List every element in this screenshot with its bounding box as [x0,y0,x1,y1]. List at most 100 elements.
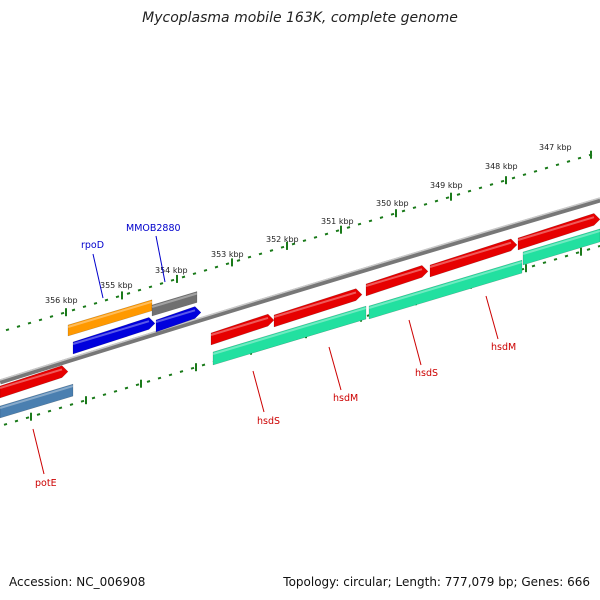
scale-dot [544,166,549,170]
scale-dot [324,232,329,236]
gene-body [273,288,363,328]
gene-body [522,228,600,266]
scale-dot [555,163,560,167]
inner-dot [25,416,30,420]
genome-backbone [0,197,600,385]
scale-dot [203,268,208,272]
gene-body [210,313,275,346]
gene-body [212,305,367,366]
scale-dot [335,229,340,233]
gene-sheen [429,241,512,268]
inner-dot [102,393,107,397]
scale-dot [159,282,164,285]
gene-blue-1 [72,317,156,355]
gene-hsdS-red-1 [210,313,275,346]
backbone-highlight [0,197,600,381]
inner-dot [58,406,63,410]
gene-hsdS-red-2 [365,265,429,297]
scale-dot [71,308,76,312]
inner-dot [190,366,195,370]
gene-label-leader [155,235,166,283]
gene-potE [0,383,74,419]
scale-dot [82,305,87,309]
inner-dot [179,370,184,373]
gene-sheen [522,229,600,255]
scale-track [5,150,593,332]
scale-label: 348 kbp [485,162,518,171]
scale-label: 354 kbp [155,266,188,275]
scale-dot [126,292,131,295]
gene-sheen [368,261,523,309]
gene-red-edge [517,213,600,251]
scale-label: 356 kbp [45,296,78,305]
gene-labels: hsdM hsdS hsdM hsdS potE rpoD MMOB2880 [32,223,516,489]
gene-label-leader [485,295,499,340]
inner-dot [47,409,52,413]
inner-dot [201,363,206,367]
scale-dot [390,212,395,216]
gene-sheen [0,385,74,409]
scale-dot [27,321,32,325]
scale-dot [313,235,318,239]
scale-dot [533,169,538,173]
scale-dot [148,285,153,289]
scale-label: 350 kbp [376,199,409,208]
inner-dot [575,251,580,255]
backbone-line [0,197,600,385]
gene-sheen [151,292,198,308]
genome-summary-text: Topology: circular; Length: 777,079 bp; … [283,575,590,589]
gene-sheen [517,216,595,241]
scale-label: 351 kbp [321,217,354,226]
inner-dot [91,396,96,400]
scale-dot [368,219,373,223]
gene-label: hsdS [415,368,438,379]
inner-dot [80,399,85,403]
gene-label: rpoD [81,240,104,251]
gene-label-leader [252,370,265,413]
scale-dot [137,288,142,292]
gene-label: hsdS [257,416,280,427]
gene-body [0,365,69,399]
scale-label: 349 kbp [430,181,463,190]
gene-sheen [212,307,367,355]
gene-sheen [155,309,196,323]
gene-label: hsdM [333,393,358,404]
scale-dot [500,179,505,183]
scale-dot [247,255,252,259]
gene-label: hsdM [491,342,516,353]
scale-dot [225,262,230,266]
scale-dot [181,275,186,279]
scale-dot [445,196,450,200]
gene-red-left [0,365,69,399]
scale-dot [60,311,65,315]
gene-hsdM-red-2 [429,238,518,278]
inner-dot [586,248,591,251]
inner-dot [113,389,118,393]
scale-dot [423,202,428,206]
gene-sheen [0,368,63,389]
scale-dot [478,186,483,190]
gene-label: MMOB2880 [126,223,181,234]
gene-hsdM-green [368,259,523,320]
scale-dot [566,160,571,163]
scale-dot [511,176,516,180]
accession-text: Accession: NC_006908 [9,575,146,589]
scale-dot [280,245,285,249]
gene-body [365,265,429,297]
scale-dot [115,295,120,299]
gene-label-leader [408,319,422,366]
scale-dot [522,173,527,177]
scale-dot [269,249,274,252]
inner-dot [135,383,140,387]
gene-label: potE [35,478,57,489]
scale-dot [93,301,98,305]
gene-MMOB2880 [151,291,198,317]
scale-dot [412,206,417,210]
gene-body [0,383,74,419]
gene-hsdM-red-1 [273,288,363,328]
scale-dot [258,252,263,256]
gene-label-leader [92,253,104,299]
scale-dot [434,199,439,203]
scale-dot [49,315,54,318]
